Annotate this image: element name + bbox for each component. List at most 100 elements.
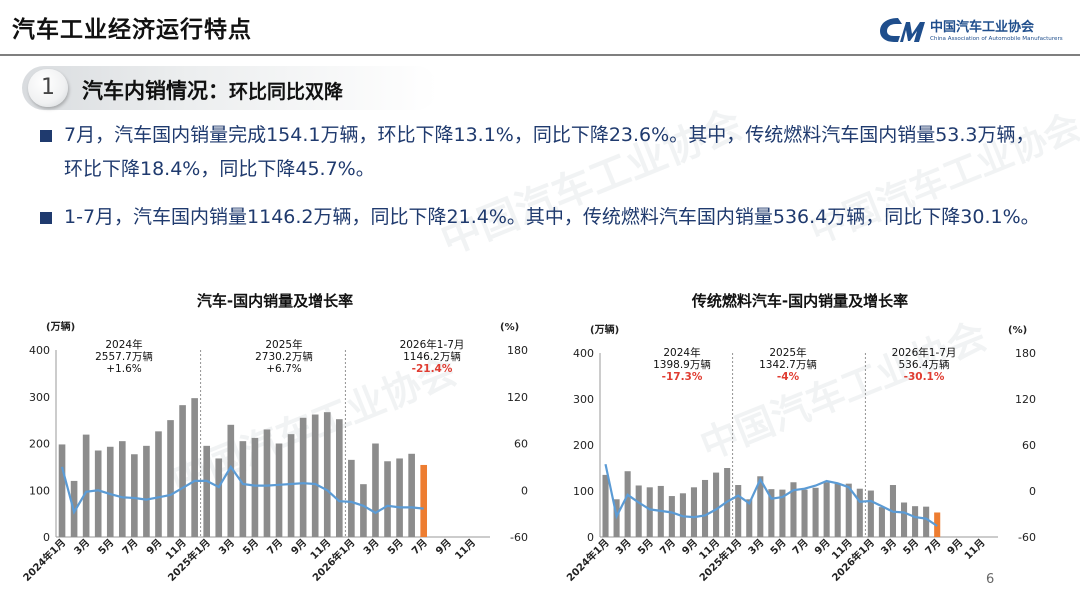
bar — [735, 485, 742, 537]
bar — [646, 487, 653, 537]
bar — [155, 431, 162, 537]
bar — [323, 412, 331, 537]
bar-highlight — [420, 464, 428, 537]
section-title-main: 汽车内销情况： — [82, 79, 229, 103]
x-tick-label: 3月 — [361, 537, 381, 557]
bar — [701, 479, 709, 537]
bar — [878, 507, 885, 537]
y2-tick-label: 180 — [507, 344, 528, 357]
bar — [867, 490, 874, 537]
annotation-period: 2024年 — [663, 346, 700, 359]
y-tick-label: 200 — [29, 438, 50, 451]
bar — [624, 471, 631, 537]
bar — [746, 499, 753, 537]
x-tick-label: 9月 — [289, 537, 309, 557]
annotation-value: 1398.9万辆 — [653, 358, 711, 371]
x-tick-label: 7月 — [265, 537, 285, 557]
logo-chinese-name: 中国汽车工业协会 — [930, 20, 1035, 35]
bar — [143, 445, 150, 537]
bar — [251, 437, 259, 537]
bar — [790, 482, 797, 537]
bar — [757, 476, 764, 537]
header-divider — [0, 54, 1080, 56]
y2-axis-unit: (%) — [500, 322, 519, 333]
y-tick-label: 300 — [573, 393, 594, 406]
bar — [635, 485, 642, 537]
x-tick-label: 5月 — [241, 537, 261, 557]
bullet-square-icon — [40, 130, 52, 142]
section-heading: 1 汽车内销情况：环比同比双降 — [22, 66, 442, 112]
y2-tick-label: 60 — [1022, 439, 1036, 452]
bar — [713, 472, 720, 537]
x-tick-label: 3月 — [879, 537, 899, 557]
section-heading-bar — [22, 66, 438, 110]
bar — [311, 414, 319, 537]
bar — [812, 487, 819, 537]
y2-tick-label: 180 — [1015, 347, 1036, 360]
annotation-period: 2025年 — [265, 338, 302, 351]
caam-logo: 中国汽车工业协会 China Association of Automobile… — [878, 12, 1068, 52]
bar — [834, 483, 841, 537]
total-vehicle-sales-chart: 汽车-国内销量及增长率 (万辆) (%) 0 100 200 300 400 -60 0 60 12… — [20, 288, 530, 598]
page-title: 汽车工业经济运行特点 — [12, 17, 252, 43]
y2-tick-label: 120 — [1015, 393, 1036, 406]
annotation-change: +1.6% — [106, 363, 141, 375]
bullet-point: 1-7月，汽车国内销量1146.2万辆，同比下降21.4%。其中，传统燃料汽车国… — [40, 200, 1050, 234]
y-tick-label: 400 — [573, 347, 594, 360]
x-tick-label: 11月 — [453, 537, 478, 562]
bar — [856, 488, 863, 537]
bar — [845, 483, 852, 537]
bar — [372, 443, 379, 537]
bar — [94, 450, 102, 537]
bar — [227, 424, 235, 537]
bullet-square-icon — [40, 212, 52, 224]
bar — [668, 496, 675, 537]
slide-header: 汽车工业经济运行特点 中国汽车工业协会 China Association of… — [0, 0, 1080, 56]
x-tick-label: 11月 — [962, 537, 987, 562]
bar — [335, 419, 343, 537]
y-tick-label: 0 — [43, 531, 50, 544]
bullet-point: 7月，汽车国内销量完成154.1万辆，环比下降13.1%，同比下降23.6%。其… — [40, 118, 1050, 186]
annotation-change: -21.4% — [412, 363, 453, 375]
logo-english-name: China Association of Automobile Manufact… — [930, 36, 1063, 42]
bar — [900, 502, 908, 537]
bar — [768, 489, 775, 537]
x-tick-label: 7月 — [657, 537, 677, 557]
bar — [602, 474, 609, 537]
x-tick-label: 7月 — [409, 537, 429, 557]
annotation-value: 1342.7万辆 — [759, 358, 817, 371]
x-tick-label: 5月 — [768, 537, 788, 557]
bar — [360, 484, 367, 537]
section-number: 1 — [28, 69, 68, 107]
bar — [275, 443, 283, 537]
y2-axis-unit: (%) — [1008, 325, 1027, 336]
bar — [263, 429, 271, 537]
x-tick-label: 3月 — [216, 537, 236, 557]
bullet-text: 1-7月，汽车国内销量1146.2万辆，同比下降21.4%。其中，传统燃料汽车国… — [64, 206, 1040, 228]
y-axis-unit: (万辆) — [46, 320, 75, 333]
bar — [203, 445, 211, 537]
y2-tick-label: 60 — [514, 438, 528, 451]
page-number: 6 — [986, 572, 995, 587]
bar — [823, 482, 830, 537]
bar — [408, 453, 415, 537]
bullet-text: 7月，汽车国内销量完成154.1万辆，环比下降13.1%，同比下降23.6%。其… — [64, 124, 1035, 180]
y-axis-unit: (万辆) — [590, 323, 619, 336]
bar — [58, 444, 66, 537]
bar — [118, 441, 126, 537]
y-tick-label: 0 — [587, 531, 594, 544]
chart-title: 汽车-国内销量及增长率 — [196, 292, 354, 310]
y-tick-label: 100 — [29, 484, 50, 497]
x-tick-label: 9月 — [144, 537, 164, 557]
y-tick-label: 100 — [573, 485, 594, 498]
annotation-value: 2557.7万辆 — [95, 350, 153, 363]
annotation-period: 2026年1-7月 — [892, 346, 957, 359]
bar — [287, 434, 295, 537]
x-tick-label: 3月 — [746, 537, 766, 557]
bar — [690, 487, 698, 537]
x-tick-label: 7月 — [923, 537, 943, 557]
y-tick-label: 300 — [29, 391, 50, 404]
annotation-change: -30.1% — [904, 371, 945, 383]
caam-logo-icon — [880, 18, 925, 42]
